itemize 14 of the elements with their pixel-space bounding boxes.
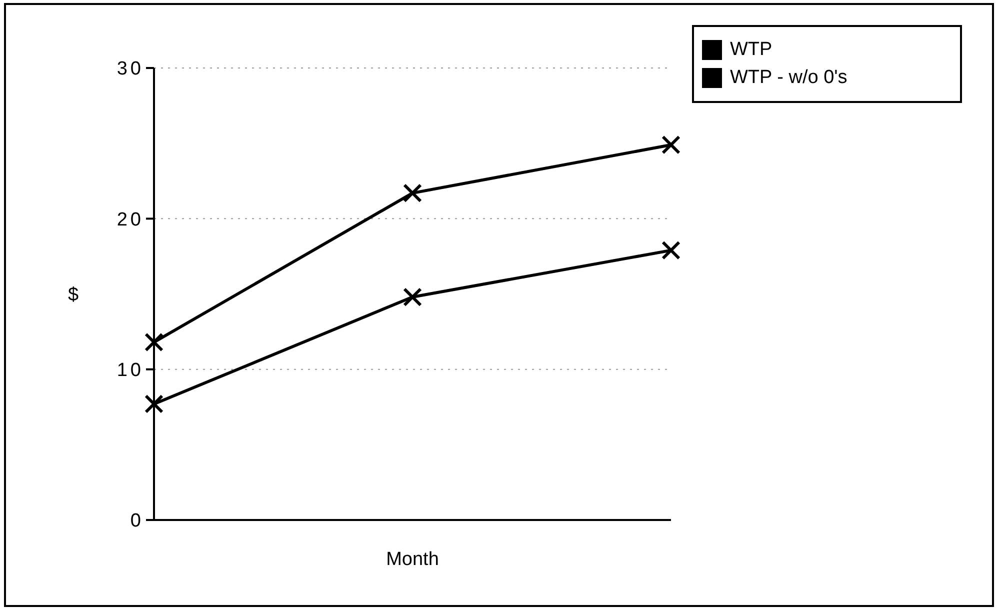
point (144, 332, 164, 352)
point (662, 135, 680, 154)
y-tick-label: 20 (116, 209, 144, 230)
point (662, 240, 680, 260)
y-tick-label: 30 (116, 58, 144, 80)
y-tick-label: 10 (116, 360, 144, 382)
x-axis-title: Month (386, 549, 439, 570)
point (144, 394, 164, 414)
y-tick-label: 0 (130, 510, 144, 532)
legend-label: WTP (730, 39, 772, 61)
legend-label: WTP - w/o 0's (730, 67, 848, 89)
y-axis-title: $ (68, 284, 79, 306)
point (403, 288, 422, 307)
point (403, 184, 422, 203)
